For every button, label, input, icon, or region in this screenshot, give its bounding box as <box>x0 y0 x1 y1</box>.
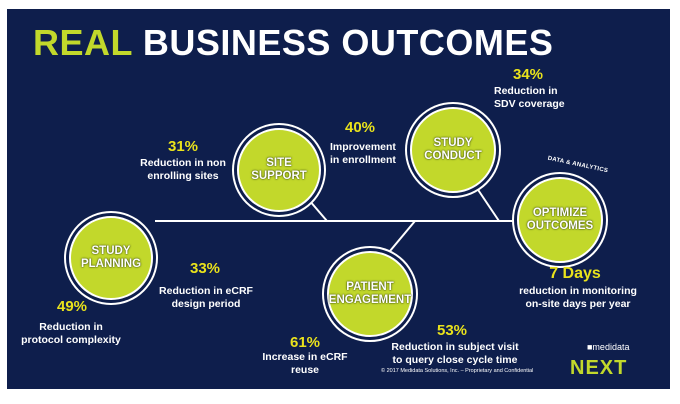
stat-49-value: 49% <box>56 298 88 315</box>
next-logo: NEXT <box>570 357 628 379</box>
site-support-label: SITE SUPPORT <box>251 157 307 182</box>
medidata-logo-text: ■medidata <box>587 342 630 352</box>
stat-31-value: 31% <box>167 138 199 155</box>
study-conduct-label: STUDY CONDUCT <box>424 137 482 162</box>
stat-53-value: 53% <box>436 322 468 339</box>
study-planning-label: STUDY PLANNING <box>80 245 142 270</box>
site-support-node: SITE SUPPORT <box>237 128 321 212</box>
stat-33-value: 33% <box>189 260 221 277</box>
title-business-outcomes: BUSINESS OUTCOMES <box>142 22 554 63</box>
patient-engagement-connector <box>384 220 416 258</box>
stat-7days-text: reduction in monitoring on-site days per… <box>519 285 637 310</box>
study-conduct-node: STUDY CONDUCT <box>410 107 496 193</box>
stat-34-value: 34% <box>513 66 544 83</box>
slide: REAL BUSINESS OUTCOMES STUDY PLANNING SI… <box>7 9 670 389</box>
stat-34-text: Reduction in SDV coverage <box>494 85 565 110</box>
stat-40-value: 40% <box>345 119 376 136</box>
study-planning-node: STUDY PLANNING <box>69 216 153 300</box>
stat-61-value: 61% <box>289 334 321 351</box>
optimize-outcomes-label: OPTIMIZE OUTCOMES <box>526 207 594 232</box>
slide-title: REAL BUSINESS OUTCOMES <box>33 23 553 63</box>
patient-engagement-label: PATIENT ENGAGEMENT <box>328 281 412 306</box>
stat-61-text: Increase in eCRF reuse <box>262 351 348 376</box>
stat-53-text: Reduction in subject visit to query clos… <box>391 341 519 366</box>
title-real: REAL <box>33 22 133 63</box>
stat-7days-value: 7 Days <box>549 265 601 282</box>
stat-33-text: Reduction in eCRF design period <box>159 285 253 310</box>
stat-40-text: Improvement in enrollment <box>330 141 396 166</box>
stat-49-text: Reduction in protocol complexity <box>21 321 121 346</box>
patient-engagement-node: PATIENT ENGAGEMENT <box>327 251 413 337</box>
optimize-outcomes-node: OPTIMIZE OUTCOMES <box>517 177 603 263</box>
stat-31-text: Reduction in non enrolling sites <box>140 157 226 182</box>
copyright-notice: © 2017 Medidata Solutions, Inc. – Propri… <box>381 368 534 374</box>
